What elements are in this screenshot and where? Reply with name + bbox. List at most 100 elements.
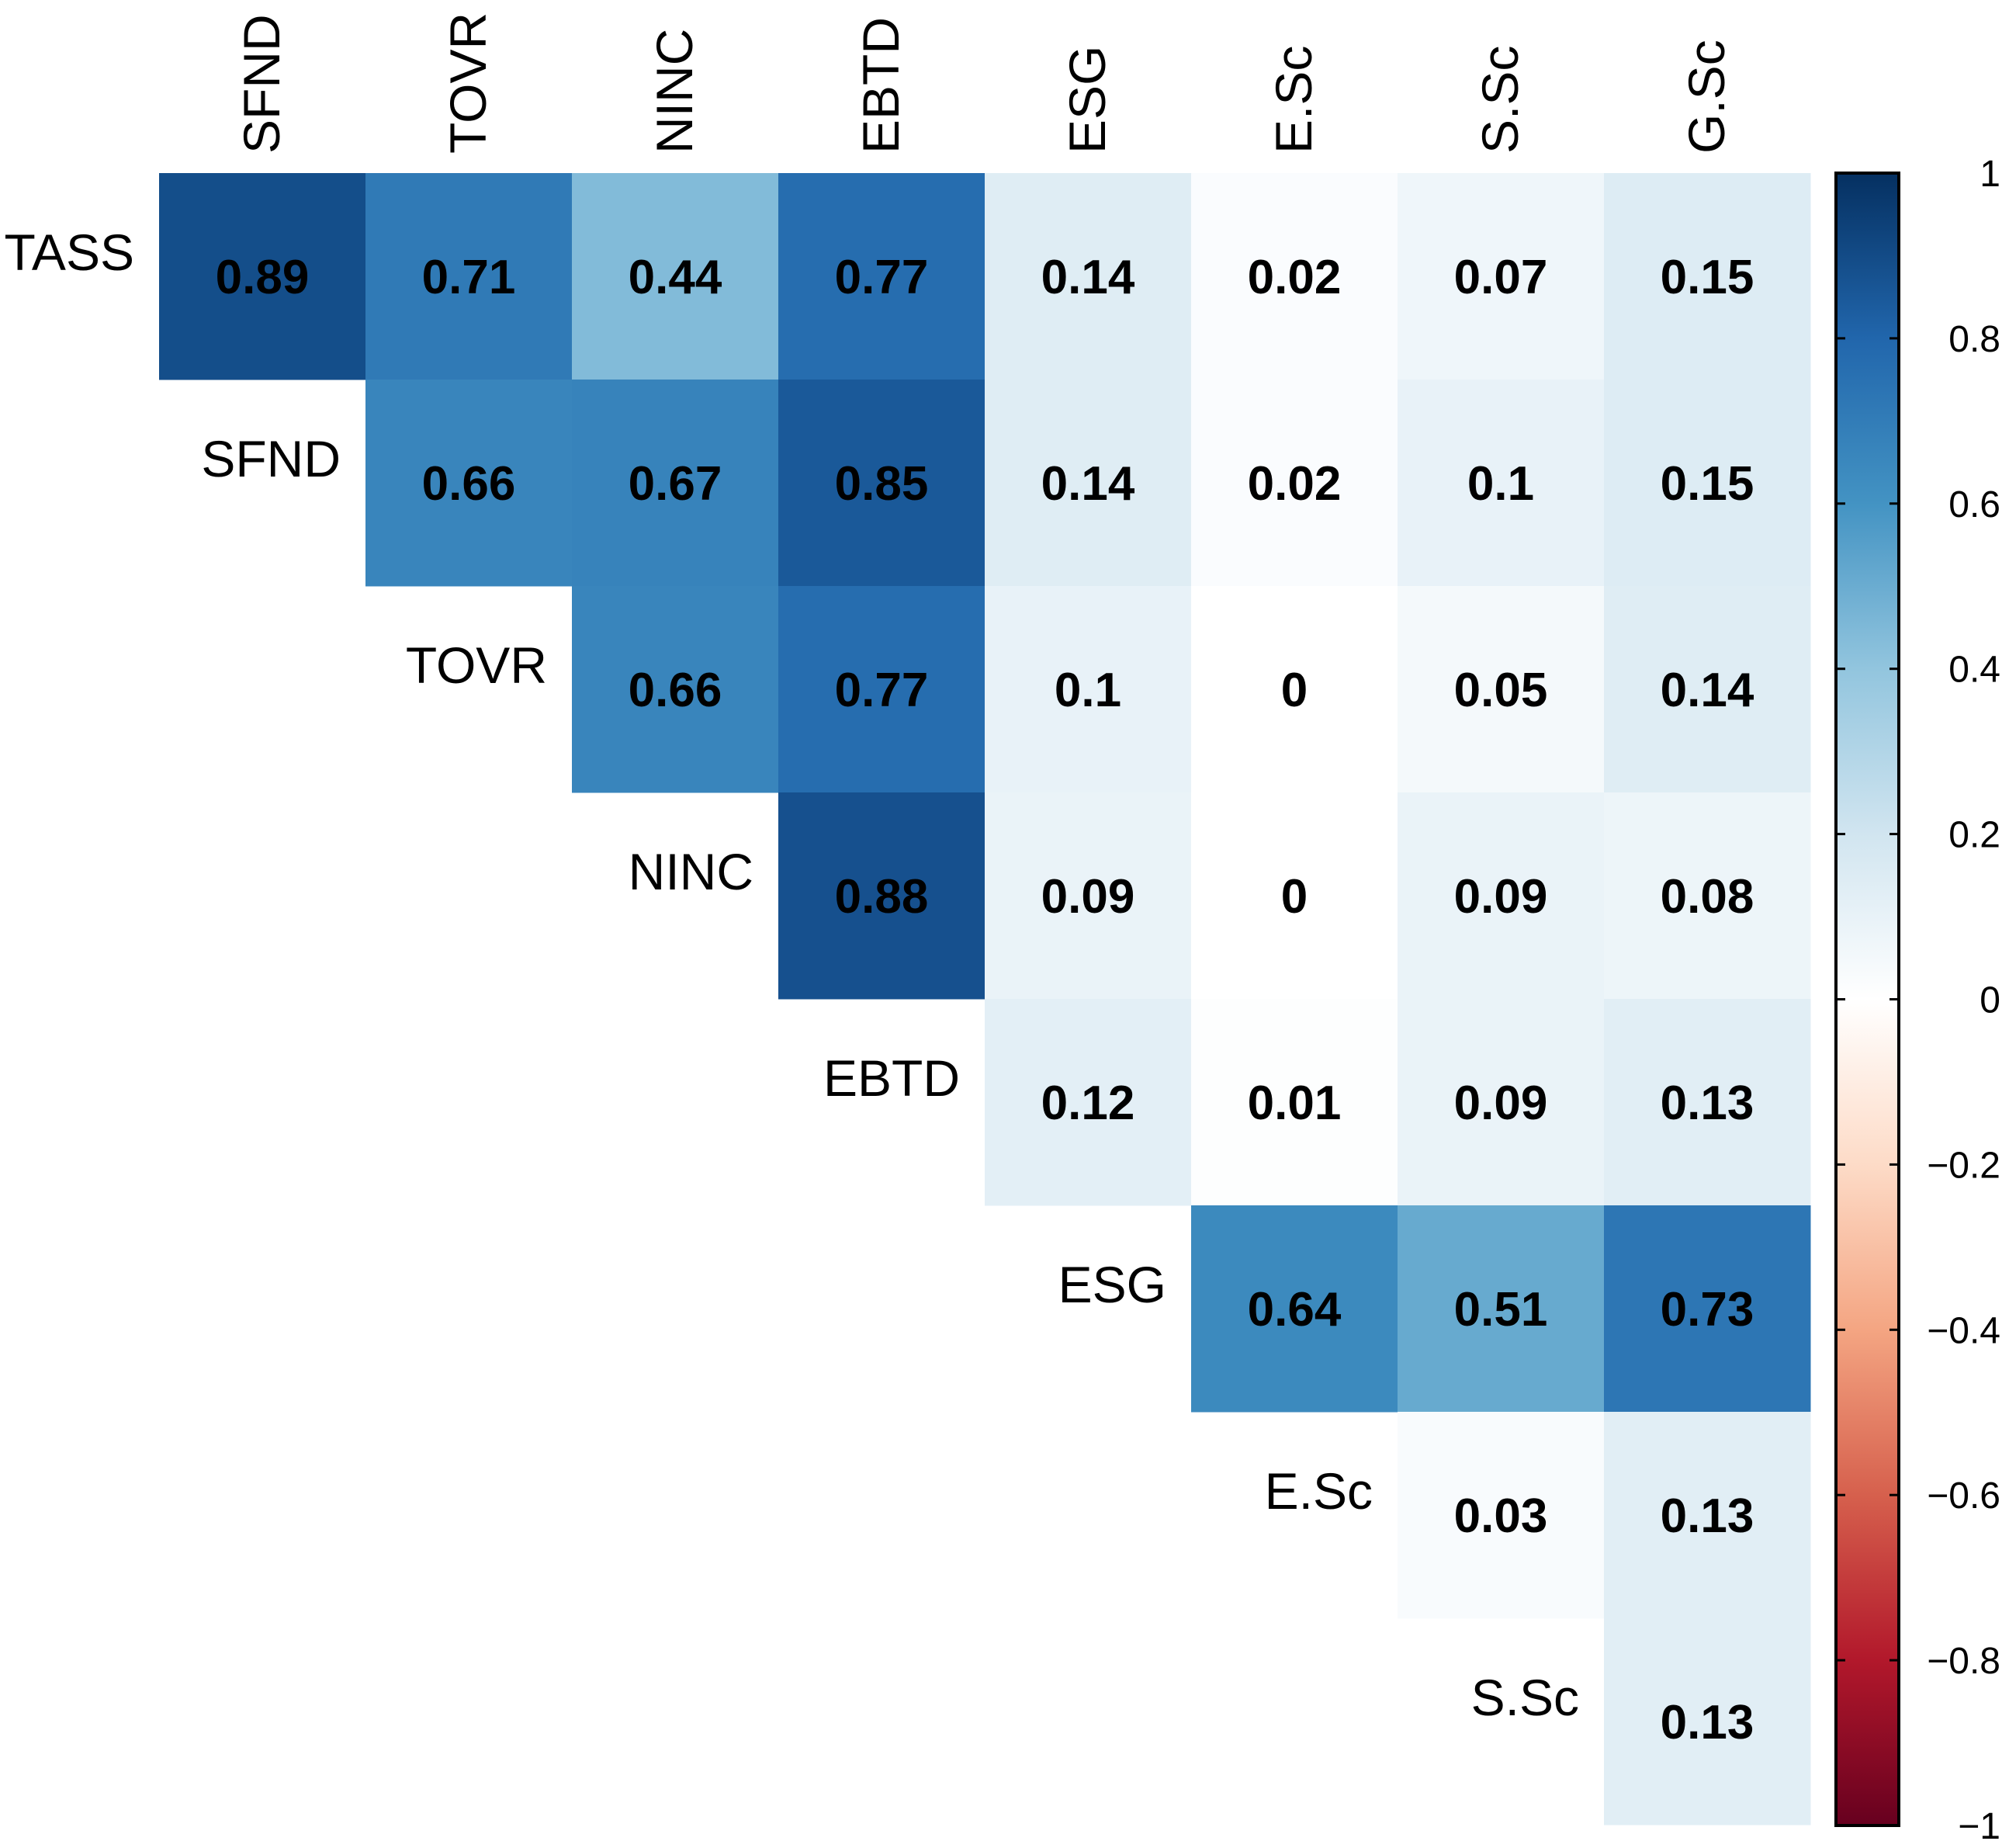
cell-tovr-e-sc (1191, 586, 1398, 793)
row-label-ninc: NINC (629, 843, 753, 900)
cell-tovr-s-sc (1398, 586, 1605, 793)
cell-value-labels: 0.89 0.71 0.44 0.77 0.14 0.02 0.07 0.15 0.66 0.67… (216, 251, 1754, 1749)
cell-tass-esg (985, 173, 1192, 380)
cell-value-tass-sfnd: 0.89 (216, 251, 310, 304)
column-label-s-sc: S.Sc (1471, 46, 1529, 154)
colorbar-tick-label: 1 (1980, 154, 2000, 195)
cell-ninc-esg (985, 792, 1192, 1000)
cell-ebtd-s-sc (1398, 999, 1605, 1206)
cell-tass-e-sc (1191, 173, 1398, 380)
column-label-tovr: TOVR (439, 12, 497, 154)
colorbar-tick-label: −0.6 (1927, 1475, 2000, 1517)
row-label-esg: ESG (1058, 1256, 1166, 1313)
cell-value-ninc-e-sc: 0 (1281, 870, 1308, 924)
cell-tovr-ninc (572, 586, 779, 793)
cell-value-sfnd-g-sc: 0.15 (1661, 457, 1754, 511)
cell-tovr-ebtd (778, 586, 985, 793)
cell-sfnd-e-sc (1191, 380, 1398, 587)
row-label-tass: TASS (5, 224, 134, 281)
cell-sfnd-ebtd (778, 380, 985, 587)
cell-value-tovr-s-sc: 0.05 (1454, 664, 1548, 717)
colorbar-tick-label: −0.8 (1927, 1641, 2000, 1682)
cell-value-tass-ebtd: 0.77 (835, 251, 929, 304)
cell-sfnd-g-sc (1604, 380, 1811, 587)
cell-tass-tovr (365, 173, 573, 380)
cell-e-sc-g-sc (1604, 1412, 1811, 1619)
row-label-sfnd: SFND (201, 430, 341, 487)
cell-value-ninc-ebtd: 0.88 (835, 870, 929, 924)
cell-value-tass-s-sc: 0.07 (1454, 251, 1548, 304)
colorbar-tick-label: 0.6 (1948, 484, 2000, 525)
cell-value-esg-s-sc: 0.51 (1454, 1283, 1548, 1337)
cell-value-ninc-esg: 0.09 (1041, 870, 1135, 924)
cell-value-sfnd-ebtd: 0.85 (835, 457, 929, 511)
cell-value-ebtd-g-sc: 0.13 (1661, 1077, 1754, 1130)
column-label-ebtd: EBTD (852, 17, 909, 154)
column-label-sfnd: SFND (233, 14, 290, 154)
cell-value-ninc-g-sc: 0.08 (1661, 870, 1754, 924)
cell-value-tass-e-sc: 0.02 (1248, 251, 1342, 304)
row-label-e-sc: E.Sc (1265, 1462, 1373, 1520)
heatmap-cells (159, 173, 1811, 1825)
cell-sfnd-ninc (572, 380, 779, 587)
cell-sfnd-tovr (365, 380, 573, 587)
cell-ninc-s-sc (1398, 792, 1605, 1000)
row-labels: TASS SFND TOVR NINC EBTD ESG E.Sc S.Sc (5, 224, 1579, 1726)
cell-value-sfnd-esg: 0.14 (1041, 457, 1135, 511)
cell-sfnd-esg (985, 380, 1192, 587)
cell-value-tovr-ebtd: 0.77 (835, 664, 929, 717)
cell-value-tovr-g-sc: 0.14 (1661, 664, 1754, 717)
cell-value-s-sc-g-sc: 0.13 (1661, 1696, 1754, 1749)
column-label-g-sc: G.Sc (1678, 40, 1735, 154)
cell-esg-e-sc (1191, 1205, 1398, 1413)
cell-tass-s-sc (1398, 173, 1605, 380)
cell-tass-ninc (572, 173, 779, 380)
column-label-esg: ESG (1058, 46, 1116, 154)
cell-value-esg-e-sc: 0.64 (1248, 1283, 1342, 1337)
row-label-s-sc: S.Sc (1471, 1669, 1579, 1726)
cell-value-tass-tovr: 0.71 (422, 251, 516, 304)
cell-value-ebtd-esg: 0.12 (1041, 1077, 1135, 1130)
cell-tass-ebtd (778, 173, 985, 380)
cell-value-sfnd-e-sc: 0.02 (1248, 457, 1342, 511)
colorbar-tick-label: −1 (1958, 1806, 2000, 1847)
cell-tovr-g-sc (1604, 586, 1811, 793)
cell-e-sc-s-sc (1398, 1412, 1605, 1619)
cell-ninc-g-sc (1604, 792, 1811, 1000)
cell-ebtd-e-sc (1191, 999, 1398, 1206)
colorbar-tick-label: 0.2 (1948, 815, 2000, 856)
row-label-ebtd: EBTD (823, 1049, 960, 1107)
colorbar-tick-label: 0.4 (1948, 650, 2000, 691)
cell-value-esg-g-sc: 0.73 (1661, 1283, 1754, 1337)
cell-value-tovr-ninc: 0.66 (629, 664, 722, 717)
cell-value-sfnd-tovr: 0.66 (422, 457, 516, 511)
colorbar-tick-label: 0.8 (1948, 319, 2000, 360)
cell-ninc-ebtd (778, 792, 985, 1000)
cell-value-e-sc-g-sc: 0.13 (1661, 1489, 1754, 1543)
cell-value-tovr-e-sc: 0 (1281, 664, 1308, 717)
colorbar-gradient (1836, 173, 1899, 1825)
cell-value-tovr-esg: 0.1 (1055, 664, 1121, 717)
cell-value-tass-ninc: 0.44 (629, 251, 722, 304)
colorbar-tick-label: −0.2 (1927, 1145, 2000, 1186)
colorbar-tick-label: 0 (1980, 980, 2000, 1021)
cell-value-ninc-s-sc: 0.09 (1454, 870, 1548, 924)
cell-sfnd-s-sc (1398, 380, 1605, 587)
cell-tovr-esg (985, 586, 1192, 793)
cell-value-ebtd-s-sc: 0.09 (1454, 1077, 1548, 1130)
cell-tass-g-sc (1604, 173, 1811, 380)
column-labels: SFND TOVR NINC EBTD ESG E.Sc S.Sc G.Sc (233, 12, 1735, 154)
cell-esg-s-sc (1398, 1205, 1605, 1413)
cell-tass-sfnd (159, 173, 366, 380)
colorbar: 1 0.8 0.6 0.4 0.2 0 −0.2 −0.4 −0.6 −0.8 −1 (1834, 154, 2000, 1847)
cell-value-tass-g-sc: 0.15 (1661, 251, 1754, 304)
cell-esg-g-sc (1604, 1205, 1811, 1413)
cell-value-sfnd-ninc: 0.67 (629, 457, 722, 511)
column-label-e-sc: E.Sc (1265, 46, 1322, 154)
cell-ninc-e-sc (1191, 792, 1398, 1000)
colorbar-tick-label: −0.4 (1927, 1310, 2000, 1351)
cell-ebtd-esg (985, 999, 1192, 1206)
column-label-ninc: NINC (646, 29, 703, 154)
cell-ebtd-g-sc (1604, 999, 1811, 1206)
